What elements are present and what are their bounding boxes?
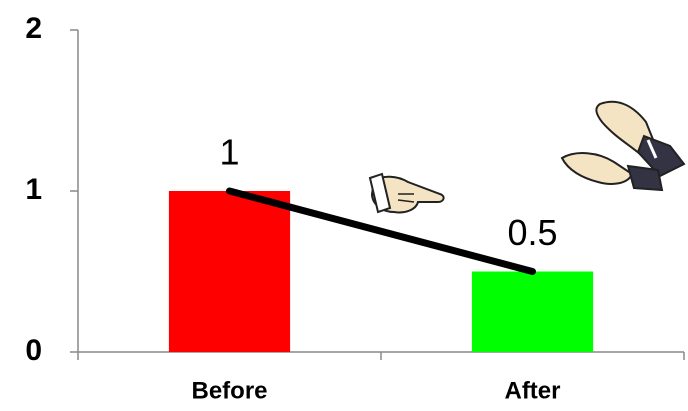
pointing-hand-icon [368,172,445,214]
x-tick-label: After [504,377,560,404]
y-tick-label: 2 [25,12,42,45]
y-tick-label: 1 [25,173,42,206]
connector-line [226,187,536,275]
clapping-hands-icon [560,100,686,192]
data-label: 0.5 [507,212,557,253]
bar [471,271,594,352]
x-tick-label: Before [191,377,267,404]
y-tick-label: 0 [25,334,42,367]
bar [168,191,291,352]
data-label: 1 [219,132,239,173]
